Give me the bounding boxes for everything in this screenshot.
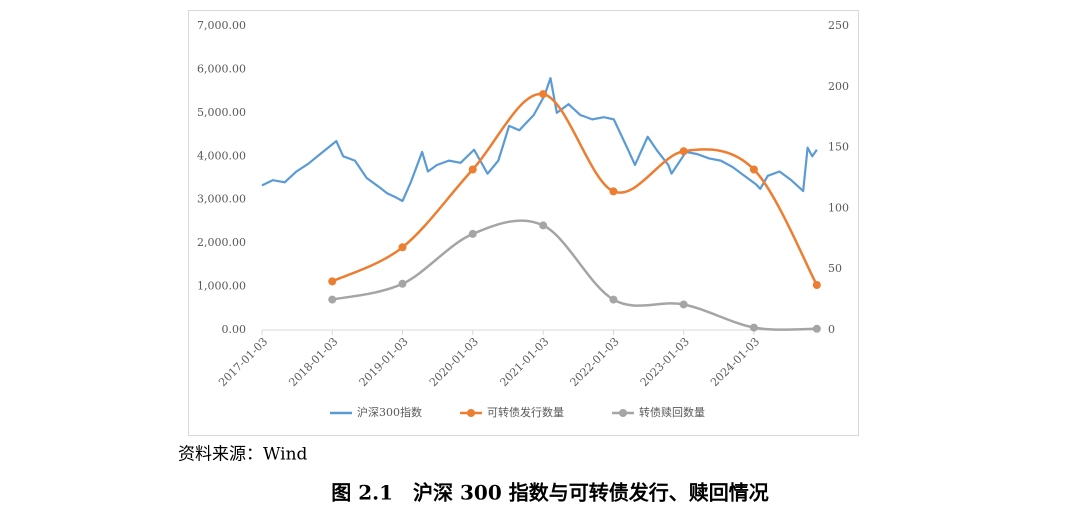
point (328, 295, 337, 304)
point (328, 277, 337, 286)
point (468, 165, 477, 174)
y2-tick-label: 100 (828, 201, 849, 214)
series-line (261, 77, 818, 203)
point (679, 300, 688, 309)
y-tick-label: 6,000.00 (197, 62, 246, 75)
point (609, 295, 618, 304)
y-tick-label: 2,000.00 (197, 236, 246, 249)
y2-tick-label: 200 (828, 80, 849, 93)
legend-label: 可转债发行数量 (487, 405, 564, 419)
chart-frame (188, 10, 859, 436)
y-tick-label: 5,000.00 (197, 106, 246, 119)
y2-tick-label: 50 (828, 262, 842, 275)
y-tick-label: 7,000.00 (197, 19, 246, 32)
y-tick-label: 1,000.00 (197, 280, 246, 293)
series-line (331, 219, 817, 331)
y-tick-label: 3,000.00 (197, 193, 246, 206)
point (468, 229, 477, 238)
point (812, 324, 821, 333)
point (749, 165, 758, 174)
point (539, 90, 548, 99)
legend-label: 转债赎回数量 (639, 405, 705, 419)
y-tick-label: 0.00 (222, 323, 247, 336)
point (679, 147, 688, 156)
legend-marker (619, 409, 627, 417)
point (812, 281, 821, 290)
source-note: 资料来源：Wind (178, 445, 308, 465)
y2-tick-label: 150 (828, 141, 849, 154)
caption: 图 2.1 沪深 300 指数与可转债发行、赎回情况 (331, 481, 768, 505)
point (749, 323, 758, 332)
y2-tick-label: 0 (828, 323, 835, 336)
point (609, 187, 618, 196)
y-tick-label: 4,000.00 (197, 149, 246, 162)
point (398, 279, 407, 288)
point (539, 221, 548, 230)
y2-tick-label: 250 (828, 19, 849, 32)
legend-label: 沪深300指数 (357, 405, 422, 419)
legend-marker (467, 409, 475, 417)
point (398, 243, 407, 252)
